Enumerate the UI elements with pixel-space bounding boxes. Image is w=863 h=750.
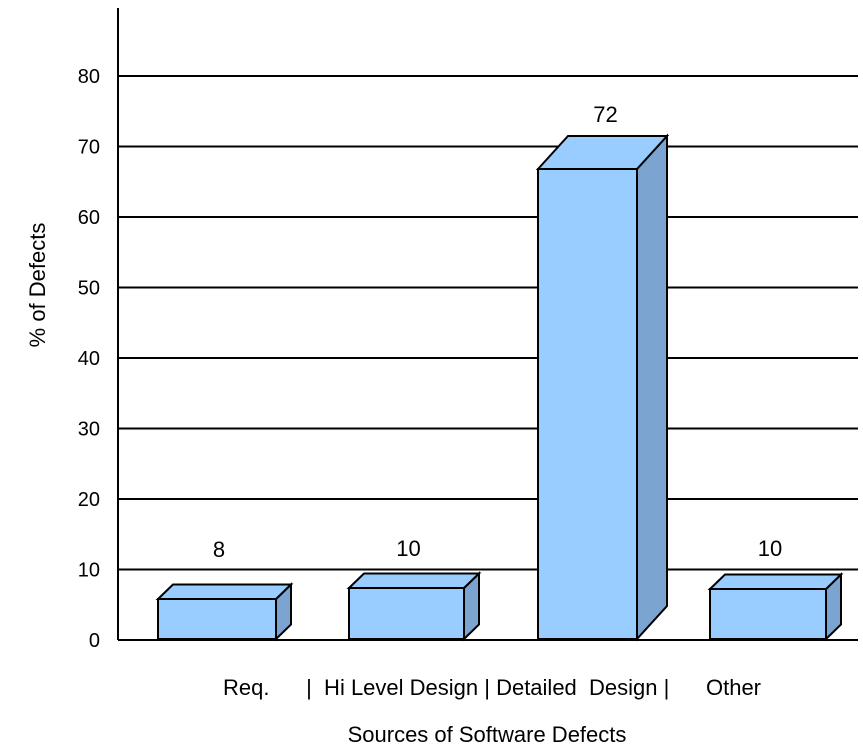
bar-face (348, 587, 465, 640)
gridlines (118, 75, 858, 571)
bar-top (346, 572, 482, 589)
y-axis-title: % of Defects (25, 223, 50, 348)
bar (707, 572, 844, 642)
y-tick-label: 80 (78, 66, 100, 88)
bar-face (537, 168, 638, 640)
y-tick-label: 10 (78, 560, 100, 582)
bar (155, 582, 294, 642)
data-label: 10 (396, 536, 420, 561)
category-axis-labels: Req. | Hi Level Design | Detailed Design… (223, 675, 761, 700)
y-tick-label: 30 (78, 419, 100, 441)
bar-side (636, 133, 668, 642)
data-label: 8 (213, 537, 225, 562)
bar-top (707, 573, 844, 590)
y-tick-labels: 0 10 20 30 40 50 60 70 80 (78, 66, 100, 652)
data-label: 72 (593, 102, 617, 127)
y-tick-label: 40 (78, 348, 100, 370)
bar (346, 571, 482, 642)
bar-face (709, 588, 827, 640)
bars (155, 133, 844, 642)
y-tick-label: 0 (89, 630, 100, 652)
y-tick-label: 50 (78, 278, 100, 300)
y-tick-label: 60 (78, 207, 100, 229)
bar (535, 133, 670, 642)
bar-face (157, 598, 277, 640)
data-labels: 8 10 72 10 (213, 102, 782, 562)
x-axis-title: Sources of Software Defects (348, 722, 627, 747)
data-label: 10 (758, 536, 782, 561)
bar-top (155, 583, 294, 600)
y-tick-label: 20 (78, 489, 100, 511)
y-tick-label: 70 (78, 137, 100, 159)
